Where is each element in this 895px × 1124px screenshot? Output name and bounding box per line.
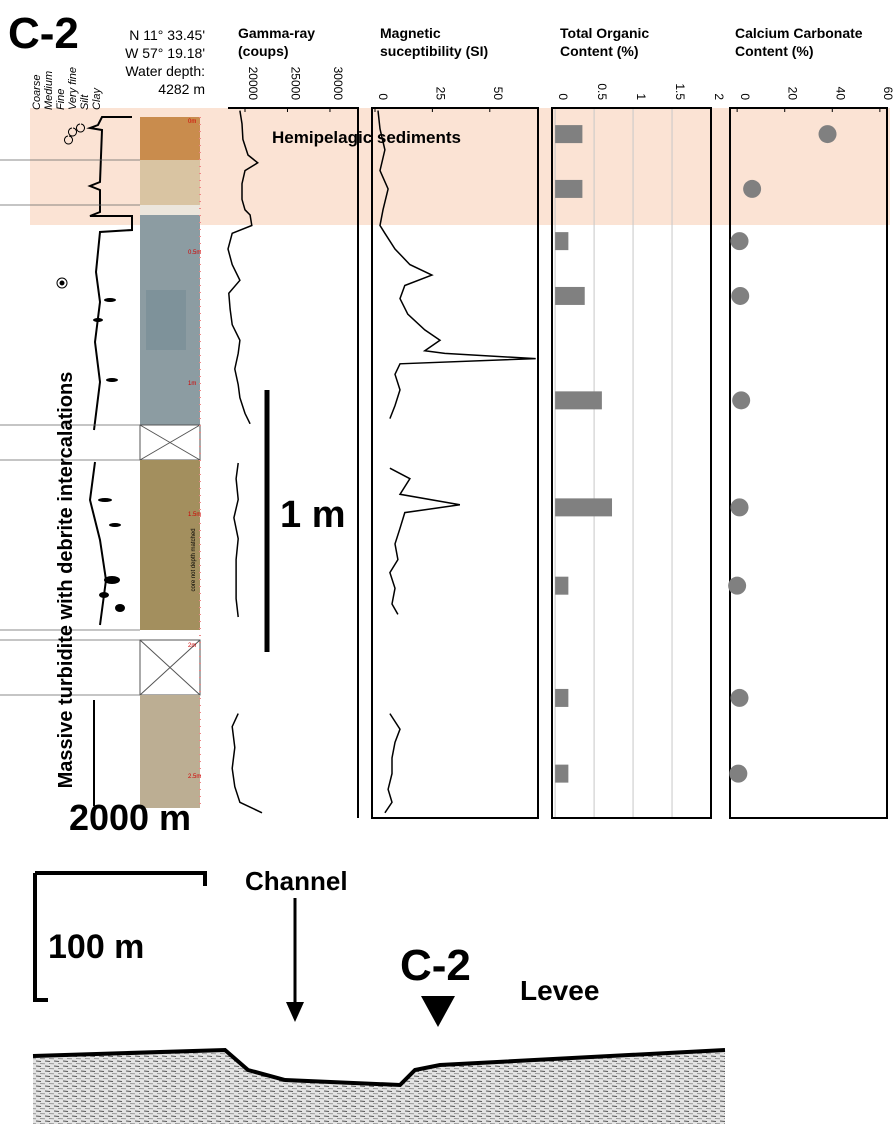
bar <box>555 576 569 595</box>
x-tick-label: 30000 <box>331 67 345 101</box>
x-tick-label: 1.5 <box>673 83 687 100</box>
water-depth-label: Water depth: <box>125 63 205 79</box>
bar <box>555 232 569 251</box>
chart-title: (coups) <box>238 43 289 59</box>
channel-arrowhead <box>286 1002 304 1022</box>
x-tick-label: 60 <box>881 87 895 101</box>
water-depth: 4282 m <box>158 81 205 97</box>
point <box>818 125 837 144</box>
core-depth-label: 0m <box>188 119 196 125</box>
site-label: C-2 <box>400 941 471 990</box>
x-tick-label: 0 <box>556 93 570 100</box>
point <box>728 576 747 595</box>
core-depth-label: 1.5m <box>188 512 201 518</box>
log-line <box>227 110 263 814</box>
x-tick-label: 20000 <box>246 67 260 101</box>
core-depth-label: 2.5m <box>188 774 201 780</box>
bar <box>555 125 583 144</box>
core-title: C-2 <box>8 9 79 58</box>
bar <box>555 391 602 410</box>
core-note: core not depth matched <box>191 528 197 591</box>
x-tick-label: 25000 <box>288 67 302 101</box>
x-tick-label: 0 <box>376 93 390 100</box>
grain-size-log <box>0 116 140 806</box>
point <box>730 688 749 707</box>
grain-size-label: Medium <box>43 71 55 110</box>
bar <box>555 688 569 707</box>
point <box>729 764 748 783</box>
point <box>731 286 750 305</box>
grain-size-label: Coarse <box>31 75 43 110</box>
x-tick-label: 1 <box>634 93 648 100</box>
point <box>730 498 749 517</box>
x-tick-label: 40 <box>833 87 847 101</box>
panel-frame <box>371 107 539 819</box>
x-tick-label: 2 <box>712 93 726 100</box>
bar <box>555 764 569 783</box>
turbidite-label: Massive turbidite with debrite intercala… <box>55 372 77 789</box>
core-depth-label: 0.5m <box>188 250 201 256</box>
vertical-scale-label: 100 m <box>48 928 144 966</box>
site-marker <box>421 996 455 1027</box>
grain-size-label: Silt <box>79 94 91 110</box>
scale-bar-label: 1 m <box>280 494 345 536</box>
bar <box>555 286 585 305</box>
chart-title: Calcium Carbonate <box>735 25 863 41</box>
point <box>743 179 762 198</box>
x-tick-label: 0.5 <box>595 83 609 100</box>
hemipelagic-label: Hemipelagic sediments <box>272 128 461 147</box>
chart-title: suceptibility (SI) <box>380 43 488 59</box>
chart-title: Total Organic <box>560 25 649 41</box>
core-depth-label: 1m <box>188 381 196 387</box>
seismic-profile <box>32 1047 726 1124</box>
latitude: N 11° 33.45' <box>129 27 205 43</box>
core-photo <box>139 117 201 808</box>
x-tick-label: 25 <box>433 87 447 101</box>
clasts <box>93 298 125 612</box>
chart-title: Content (%) <box>735 43 814 59</box>
longitude: W 57° 19.18' <box>125 45 205 61</box>
levee-label: Levee <box>520 975 599 1006</box>
log-line <box>377 110 536 814</box>
channel-label: Channel <box>245 866 348 896</box>
grain-size-label: Very fine <box>67 67 79 110</box>
chart-title: Gamma-ray <box>238 25 315 41</box>
point <box>732 391 751 410</box>
bar <box>555 498 613 517</box>
panel-frame <box>228 107 359 818</box>
horizontal-scale-label: 2000 m <box>69 797 191 838</box>
grain-size-label: Clay <box>91 86 103 110</box>
chart-title: Magnetic <box>380 25 441 41</box>
point <box>730 232 749 251</box>
panel-frame <box>551 107 712 819</box>
panel-frame <box>729 107 888 819</box>
chart-title: Content (%) <box>560 43 639 59</box>
x-tick-label: 50 <box>491 87 505 101</box>
x-tick-label: 20 <box>786 87 800 101</box>
core-depth-label: 2m <box>188 643 196 649</box>
bar <box>555 179 583 198</box>
grain-size-label: Fine <box>55 89 67 110</box>
x-tick-label: 0 <box>738 93 752 100</box>
scale-bracket <box>33 871 207 1002</box>
